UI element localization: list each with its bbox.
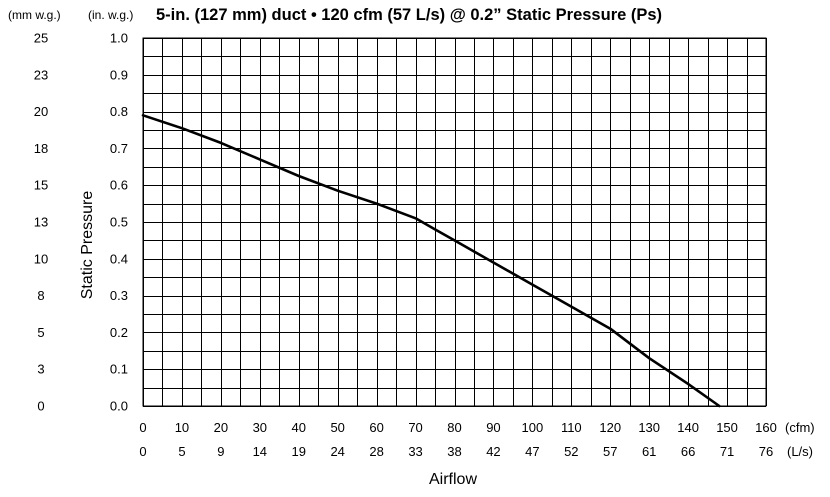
x-tick-label: 20 xyxy=(214,420,228,435)
y-tick-label: 0.7 xyxy=(110,141,128,156)
x-secondary-tick-label: 61 xyxy=(642,444,656,459)
y-tick-label: 0.8 xyxy=(110,104,128,119)
grid xyxy=(143,38,767,407)
x-secondary-tick-label: 14 xyxy=(253,444,267,459)
y-axis-title: Static Pressure xyxy=(79,191,96,300)
x-secondary-tick-label: 5 xyxy=(178,444,185,459)
x-secondary-tick-label: 42 xyxy=(486,444,500,459)
y-tick-label: 0.0 xyxy=(110,399,128,414)
x-tick-label: 110 xyxy=(561,420,582,435)
x-tick-label: 30 xyxy=(253,420,267,435)
x-tick-label: 160 xyxy=(755,420,777,435)
x-tick-label: 150 xyxy=(716,420,738,435)
x-tick-label: 60 xyxy=(369,420,383,435)
y-secondary-tick-labels: 0 3 5 8 10 13 15 18 20 23 25 xyxy=(34,31,48,414)
x-tick-label: 70 xyxy=(408,420,422,435)
x-unit-secondary: (L/s) xyxy=(787,444,813,459)
x-secondary-tick-label: 57 xyxy=(603,444,617,459)
x-tick-label: 0 xyxy=(139,420,146,435)
plot-frame xyxy=(142,37,767,407)
y-secondary-tick-label: 0 xyxy=(37,399,44,414)
y-tick-label: 0.9 xyxy=(110,67,128,82)
y-tick-labels: 0.0 0.1 0.2 0.3 0.4 0.5 0.6 0.7 0.8 0.9 1.0 xyxy=(110,31,128,414)
x-tick-label: 130 xyxy=(638,420,660,435)
y-secondary-tick-label: 20 xyxy=(34,104,48,119)
y-tick-label: 0.1 xyxy=(110,362,128,377)
y-secondary-tick-label: 18 xyxy=(34,141,48,156)
y-secondary-tick-label: 25 xyxy=(34,31,48,46)
x-secondary-tick-label: 33 xyxy=(408,444,422,459)
x-secondary-tick-label: 0 xyxy=(139,444,146,459)
x-secondary-tick-label: 52 xyxy=(564,444,578,459)
x-secondary-tick-label: 47 xyxy=(525,444,539,459)
x-tick-label: 90 xyxy=(486,420,500,435)
y-secondary-tick-label: 15 xyxy=(34,178,48,193)
x-unit-primary: (cfm) xyxy=(785,420,815,435)
y-unit-primary: (in. w.g.) xyxy=(88,8,133,22)
x-tick-label: 120 xyxy=(599,420,621,435)
y-tick-label: 0.5 xyxy=(110,215,128,230)
y-tick-label: 0.4 xyxy=(110,251,128,266)
x-axis-title: Airflow xyxy=(429,471,477,488)
x-tick-label: 50 xyxy=(330,420,344,435)
y-secondary-tick-label: 10 xyxy=(34,251,48,266)
x-tick-label: 100 xyxy=(522,420,544,435)
y-secondary-tick-label: 5 xyxy=(37,325,44,340)
y-tick-label: 0.2 xyxy=(110,325,128,340)
y-secondary-tick-label: 13 xyxy=(34,215,48,230)
y-tick-label: 1.0 xyxy=(110,31,128,46)
y-secondary-tick-label: 23 xyxy=(34,67,48,82)
curve-layer xyxy=(141,114,721,408)
x-secondary-tick-label: 19 xyxy=(292,444,306,459)
x-tick-label: 10 xyxy=(175,420,189,435)
x-secondary-tick-label: 66 xyxy=(681,444,695,459)
x-secondary-tick-label: 24 xyxy=(330,444,344,459)
x-tick-label: 80 xyxy=(447,420,461,435)
y-tick-label: 0.6 xyxy=(110,178,128,193)
series-line xyxy=(141,114,721,408)
x-secondary-tick-labels: 0 5 9 14 19 24 28 33 38 42 47 52 57 61 66 71 76 xyxy=(139,444,773,459)
y-tick-label: 0.3 xyxy=(110,288,128,303)
y-secondary-tick-label: 3 xyxy=(37,362,44,377)
x-tick-labels: 0 10 20 30 40 50 60 70 80 90 100 110 120 130 140 150 160 xyxy=(139,420,776,435)
y-secondary-tick-label: 8 xyxy=(37,288,44,303)
x-secondary-tick-label: 28 xyxy=(369,444,383,459)
x-secondary-tick-label: 71 xyxy=(720,444,734,459)
y-unit-secondary: (mm w.g.) xyxy=(8,8,61,22)
x-secondary-tick-label: 76 xyxy=(759,444,773,459)
x-tick-label: 40 xyxy=(292,420,306,435)
chart-title: 5-in. (127 mm) duct • 120 cfm (57 L/s) @… xyxy=(156,6,662,24)
x-tick-label: 140 xyxy=(677,420,699,435)
x-secondary-tick-label: 38 xyxy=(447,444,461,459)
x-secondary-tick-label: 9 xyxy=(217,444,224,459)
